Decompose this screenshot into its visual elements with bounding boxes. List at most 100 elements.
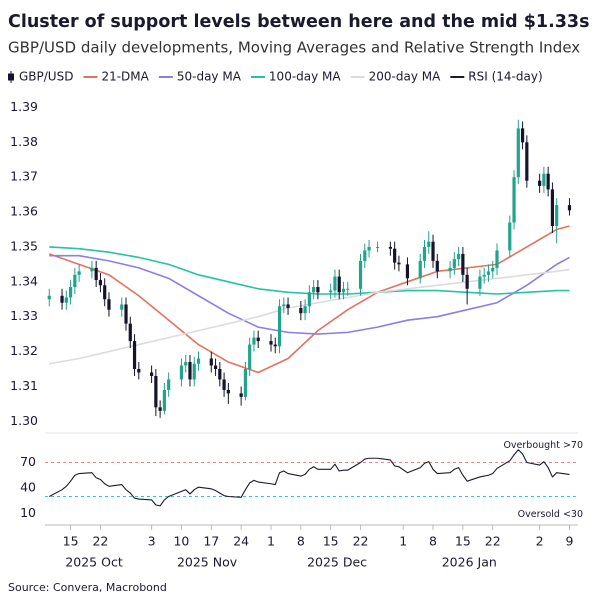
candle-body <box>546 173 550 190</box>
candle-body <box>567 205 572 211</box>
candle-body <box>457 253 461 260</box>
candle-body <box>222 379 226 390</box>
x-tick-label: 22 <box>485 534 501 549</box>
x-tick-label: 15 <box>63 534 79 549</box>
candle-body <box>491 267 495 272</box>
y-tick-label: 1.30 <box>10 413 38 428</box>
candle-body <box>367 246 371 251</box>
month-label: 2026 Jan <box>442 555 497 570</box>
candle-body <box>286 304 290 308</box>
y-tick-label: 1.39 <box>10 99 38 114</box>
candle-body <box>486 271 491 275</box>
candle-body <box>162 389 166 411</box>
legend-label: 200-day MA <box>369 70 441 84</box>
y-tick-label: 1.31 <box>10 378 38 393</box>
month-label: 2025 Oct <box>65 555 122 570</box>
candle-body <box>90 267 94 272</box>
y-tick-label: 1.32 <box>10 343 38 358</box>
x-tick-label: 17 <box>203 534 219 549</box>
candle-body <box>188 362 192 380</box>
y-tick-label: 1.37 <box>10 169 38 184</box>
candle-body <box>192 363 196 380</box>
candle-body <box>418 260 422 279</box>
candle-body <box>226 389 230 394</box>
y-tick-label: 10 <box>20 505 36 520</box>
candle-body <box>269 341 273 345</box>
candle-body <box>461 253 465 275</box>
candle-body <box>516 128 520 178</box>
candle-body <box>550 189 555 227</box>
source: Source: Convera, Macrobond <box>8 581 167 594</box>
y-tick-label: 1.33 <box>10 308 38 323</box>
candle-body <box>393 248 397 263</box>
series-line <box>49 254 570 335</box>
candle-body <box>375 246 380 248</box>
candle-body <box>478 276 482 289</box>
reference-label: Oversold <30 <box>518 509 583 520</box>
x-tick-label: 24 <box>233 534 249 549</box>
x-tick-label: 1 <box>267 534 275 549</box>
candle-body <box>448 267 452 272</box>
candle-body <box>542 173 546 186</box>
candle-body <box>333 276 337 291</box>
candle-body <box>388 246 392 249</box>
candle-body <box>316 287 320 293</box>
legend-label: 21-DMA <box>101 70 149 84</box>
candle-body <box>132 341 137 369</box>
candle-body <box>520 128 525 143</box>
candle-body <box>239 393 243 397</box>
candle-body <box>435 260 439 272</box>
candle-body <box>495 250 499 268</box>
candle-body <box>64 297 68 303</box>
x-tick-label: 9 <box>565 534 573 549</box>
y-tick-label: 40 <box>20 480 36 495</box>
candle-body <box>452 259 456 268</box>
x-tick-label: 8 <box>297 534 305 549</box>
candle-body <box>107 299 111 310</box>
month-label: 2025 Dec <box>307 555 367 570</box>
legend-label: GBP/USD <box>19 70 73 84</box>
candle-body <box>307 292 311 307</box>
candle-body <box>73 274 77 288</box>
legend: GBP/USD 21-DMA 50-day MA 100-day MA 200-day … <box>8 70 543 84</box>
candle-body <box>405 264 410 279</box>
legend-label: RSI (14-day) <box>468 70 542 84</box>
candle-body <box>243 368 248 397</box>
candle-body <box>525 142 529 181</box>
y-tick-label: 1.35 <box>10 238 38 253</box>
reference-label: Overbought >70 <box>503 440 583 451</box>
candle-body <box>120 304 124 310</box>
candle-body <box>282 304 286 307</box>
candle-body <box>538 180 542 186</box>
candle-body <box>256 337 260 342</box>
chart-subtitle: GBP/USD daily developments, Moving Avera… <box>8 39 580 57</box>
x-tick-label: 15 <box>323 534 339 549</box>
y-tick-label: 1.34 <box>10 273 38 288</box>
x-tick-label: 3 <box>148 534 156 549</box>
candle-body <box>167 379 171 390</box>
legend-label: 100-day MA <box>269 70 341 84</box>
month-label: 2025 Nov <box>177 555 238 570</box>
candle-body <box>397 262 401 265</box>
candle-body <box>60 295 64 303</box>
candle-body <box>196 358 201 364</box>
series-line <box>49 268 570 365</box>
y-tick-label: 1.38 <box>10 134 38 149</box>
candle-body <box>358 260 363 289</box>
candle-body <box>248 344 252 369</box>
candle-body <box>218 368 222 380</box>
candle-body <box>94 267 98 281</box>
candle-body <box>128 323 132 342</box>
x-tick-label: 22 <box>353 534 369 549</box>
x-tick-label: 10 <box>173 534 189 549</box>
candle-body <box>213 365 218 369</box>
candle-body <box>273 344 277 347</box>
candle-body <box>422 246 427 261</box>
candle-body <box>179 365 184 380</box>
legend-marker <box>8 73 14 81</box>
candle-body <box>252 337 256 345</box>
y-tick-label: 70 <box>20 454 36 469</box>
candle-body <box>508 222 512 251</box>
candle-body <box>512 177 516 223</box>
